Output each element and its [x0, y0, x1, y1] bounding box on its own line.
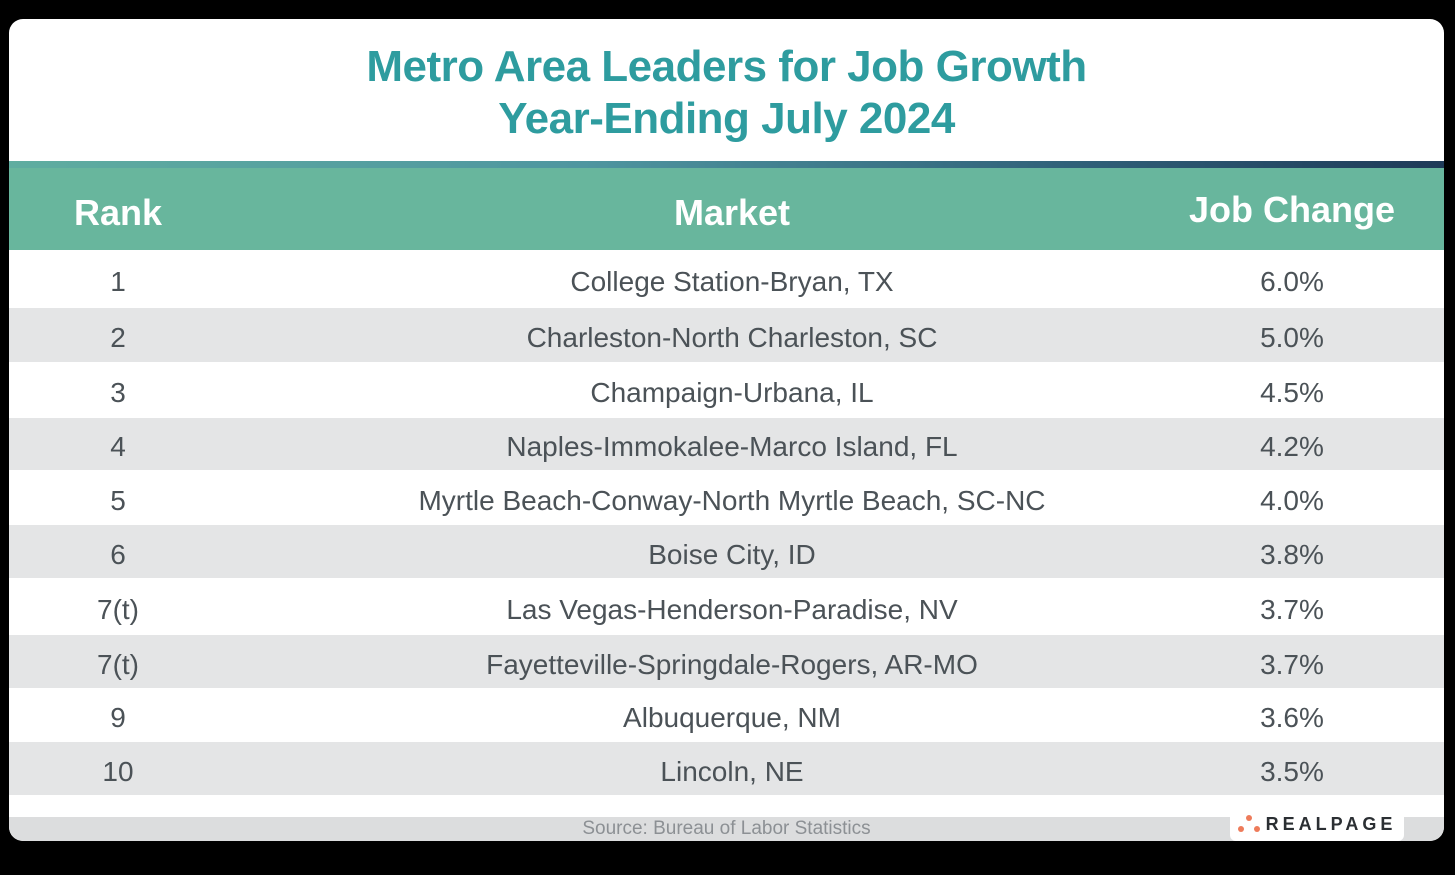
table-body: 1 College Station-Bryan, TX 6.0% 2 Charlesto… [9, 250, 1444, 795]
table-row: 7(t) Fayetteville-Springdale-Rogers, AR-M… [9, 635, 1444, 688]
table-row: 1 College Station-Bryan, TX 6.0% [9, 250, 1444, 308]
job-change-cell: 4.2% [1260, 431, 1324, 462]
job-change-cell: 3.7% [1260, 593, 1324, 625]
rank-cell: 10 [102, 755, 134, 787]
table-row: 6 Boise City, ID 3.8% [9, 525, 1444, 578]
market-cell: Myrtle Beach-Conway-North Myrtle Beach, … [418, 484, 1046, 516]
market-cell: Lincoln, NE [660, 755, 804, 787]
job-change-cell: 3.8% [1260, 538, 1324, 570]
table-row: 9 Albuquerque, NM 3.6% [9, 688, 1444, 742]
header-job-change: Job Change [1188, 189, 1395, 230]
table-row: 7(t) Las Vegas-Henderson-Paradise, NV 3.7% [9, 578, 1444, 635]
market-cell: Las Vegas-Henderson-Paradise, NV [506, 593, 958, 625]
market-cell: Charleston-North Charleston, SC [526, 322, 938, 353]
market-cell: Champaign-Urbana, IL [590, 377, 874, 408]
source-note: Source: Bureau of Labor Statistics [582, 818, 871, 839]
market-cell: Naples-Immokalee-Marco Island, FL [506, 431, 958, 462]
rank-cell: 2 [110, 322, 126, 353]
job-change-cell: 4.0% [1260, 484, 1324, 516]
infographic-card: Metro Area Leaders for Job Growth Year-E… [9, 19, 1444, 841]
title-line-1: Metro Area Leaders for Job Growth [366, 42, 1087, 91]
rank-cell: 1 [110, 266, 126, 297]
job-change-cell: 4.5% [1260, 377, 1324, 408]
rank-cell: 5 [110, 484, 126, 516]
rank-cell: 7(t) [97, 648, 139, 680]
table-row: 10 Lincoln, NE 3.5% [9, 742, 1444, 795]
market-cell: Albuquerque, NM [623, 702, 841, 733]
realpage-dots-icon [1237, 815, 1260, 833]
table-row: 3 Champaign-Urbana, IL 4.5% [9, 362, 1444, 418]
job-change-cell: 5.0% [1260, 322, 1324, 353]
table-row: 4 Naples-Immokalee-Marco Island, FL 4.2% [9, 418, 1444, 470]
job-change-cell: 3.5% [1260, 755, 1324, 787]
rank-cell: 9 [110, 702, 126, 733]
job-change-cell: 6.0% [1260, 266, 1324, 297]
market-cell: Boise City, ID [648, 538, 816, 570]
table-header: Rank Market Job Change [9, 168, 1444, 250]
job-change-cell: 3.6% [1260, 702, 1324, 733]
job-change-cell: 3.7% [1260, 648, 1324, 680]
rank-cell: 6 [110, 538, 126, 570]
market-cell: Fayetteville-Springdale-Rogers, AR-MO [486, 648, 978, 680]
accent-bar [9, 161, 1444, 168]
page-title: Metro Area Leaders for Job Growth Year-E… [9, 41, 1444, 145]
realpage-logo: REALPAGE [1230, 807, 1404, 841]
title-line-2: Year-Ending July 2024 [498, 94, 955, 143]
header-market: Market [673, 192, 791, 233]
header-rank: Rank [73, 192, 163, 233]
market-cell: College Station-Bryan, TX [570, 266, 894, 297]
table-row: 2 Charleston-North Charleston, SC 5.0% [9, 308, 1444, 362]
rank-cell: 3 [110, 377, 126, 408]
table-row: 5 Myrtle Beach-Conway-North Myrtle Beach,… [9, 470, 1444, 525]
footer: Source: Bureau of Labor Statistics [9, 817, 1444, 841]
logo-text: REALPAGE [1265, 813, 1397, 834]
rank-cell: 4 [110, 431, 126, 462]
rank-cell: 7(t) [97, 593, 139, 625]
